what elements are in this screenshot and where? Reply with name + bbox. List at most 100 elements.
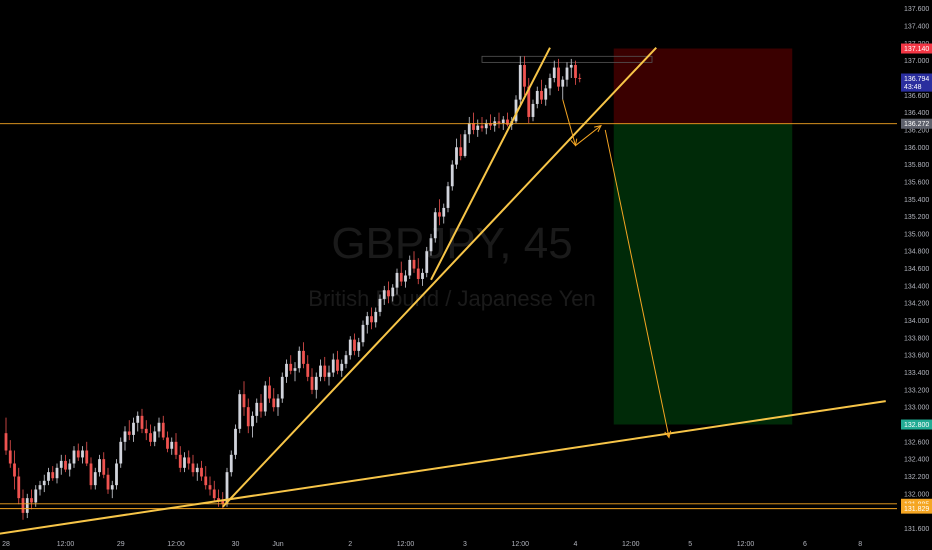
trendline bbox=[222, 46, 657, 508]
candles bbox=[4, 56, 582, 520]
candle-body bbox=[200, 467, 203, 477]
candle-body bbox=[25, 498, 29, 513]
candle-body bbox=[408, 259, 412, 276]
candle-body bbox=[255, 402, 259, 416]
time-tick-label: 12:00 bbox=[57, 541, 75, 548]
candle-body bbox=[106, 474, 110, 490]
candle-body bbox=[285, 363, 288, 377]
position-zones bbox=[481, 48, 793, 425]
candle-body bbox=[578, 77, 582, 79]
candle-body bbox=[552, 67, 556, 78]
candle-body bbox=[221, 500, 225, 505]
candle-body bbox=[353, 339, 356, 351]
candle-body bbox=[421, 272, 424, 279]
candle-body bbox=[433, 212, 437, 239]
candle-body bbox=[115, 463, 118, 486]
time-tick-label: 28 bbox=[2, 541, 10, 548]
time-tick-label: 12:00 bbox=[397, 541, 415, 548]
price-tick-label: 137.000 bbox=[904, 58, 929, 65]
candle-body bbox=[391, 287, 395, 297]
price-tick-label: 132.000 bbox=[904, 491, 929, 498]
candle-body bbox=[450, 164, 454, 187]
price-badge-label: 136.272 bbox=[904, 121, 929, 128]
candle-body bbox=[136, 415, 140, 423]
candle-body bbox=[187, 457, 191, 464]
candle-body bbox=[540, 90, 543, 100]
candle-body bbox=[246, 407, 250, 427]
candle-body bbox=[242, 394, 246, 408]
price-tick-label: 137.400 bbox=[904, 23, 929, 30]
candle-body bbox=[297, 350, 301, 369]
drawings bbox=[0, 46, 897, 535]
candle-body bbox=[93, 472, 97, 486]
candle-body bbox=[472, 123, 475, 130]
candle-body bbox=[85, 450, 89, 464]
candle-body bbox=[51, 472, 55, 479]
time-tick-label: Jun bbox=[272, 541, 283, 548]
candle-body bbox=[38, 485, 42, 490]
projection-arrow bbox=[575, 125, 602, 146]
candle-body bbox=[161, 422, 165, 438]
price-axis[interactable]: 137.600137.400137.200137.000136.800136.6… bbox=[904, 6, 929, 533]
price-tick-label: 133.400 bbox=[904, 370, 929, 377]
candle-body bbox=[89, 463, 93, 486]
price-badge-label: 131.829 bbox=[904, 506, 929, 513]
price-badge bbox=[901, 503, 932, 514]
candle-body bbox=[523, 64, 526, 87]
time-tick-label: 6 bbox=[803, 541, 807, 548]
candle-body bbox=[268, 385, 271, 399]
price-tick-label: 132.400 bbox=[904, 457, 929, 464]
candle-body bbox=[548, 77, 552, 89]
candle-body bbox=[416, 268, 420, 279]
candle-body bbox=[476, 125, 480, 130]
candle-body bbox=[348, 339, 352, 356]
candle-body bbox=[569, 64, 573, 68]
candle-body bbox=[514, 99, 518, 122]
candle-body bbox=[13, 463, 16, 477]
candle-body bbox=[178, 454, 182, 468]
price-tick-label: 135.600 bbox=[904, 179, 929, 186]
price-badge bbox=[901, 81, 932, 92]
candle-body bbox=[72, 450, 76, 464]
price-tick-label: 136.400 bbox=[904, 110, 929, 117]
take-profit-zone bbox=[613, 123, 793, 425]
time-axis[interactable]: 28 12:00 29 12:00 30 Jun 2 12:00 3 12:00 4 12:00 5 12… bbox=[2, 541, 862, 548]
candle-body bbox=[387, 290, 390, 297]
price-tick-label: 133.000 bbox=[904, 405, 929, 412]
candle-body bbox=[259, 402, 263, 412]
candle-body bbox=[140, 415, 144, 429]
candle-body bbox=[204, 476, 208, 486]
price-tick-label: 132.200 bbox=[904, 474, 929, 481]
time-tick-label: 2 bbox=[348, 541, 352, 548]
candle-body bbox=[336, 359, 339, 371]
candle-body bbox=[565, 67, 569, 80]
candle-body bbox=[306, 363, 310, 377]
price-tick-label: 137.600 bbox=[904, 6, 929, 13]
candle-body bbox=[302, 350, 305, 364]
candle-body bbox=[527, 86, 531, 117]
candle-body bbox=[489, 123, 492, 126]
price-tick-label: 134.200 bbox=[904, 301, 929, 308]
candle-body bbox=[365, 316, 369, 325]
price-tick-label: 135.400 bbox=[904, 197, 929, 204]
candle-body bbox=[344, 355, 348, 364]
candle-body bbox=[132, 422, 135, 435]
candle-body bbox=[183, 457, 186, 468]
price-badge bbox=[901, 419, 932, 430]
candle-body bbox=[323, 365, 327, 377]
time-tick-label: 30 bbox=[232, 541, 240, 548]
candle-body bbox=[123, 431, 127, 442]
candle-body bbox=[47, 472, 50, 481]
price-tick-label: 135.000 bbox=[904, 231, 929, 238]
candle-body bbox=[251, 415, 254, 427]
candle-body bbox=[4, 433, 8, 451]
candle-body bbox=[229, 454, 233, 473]
price-tick-label: 133.800 bbox=[904, 335, 929, 342]
candle-body bbox=[310, 376, 314, 390]
candle-body bbox=[153, 431, 157, 442]
trendline bbox=[0, 400, 886, 535]
trendline bbox=[430, 47, 551, 281]
candle-body bbox=[149, 433, 152, 442]
time-tick-label: 8 bbox=[858, 541, 862, 548]
